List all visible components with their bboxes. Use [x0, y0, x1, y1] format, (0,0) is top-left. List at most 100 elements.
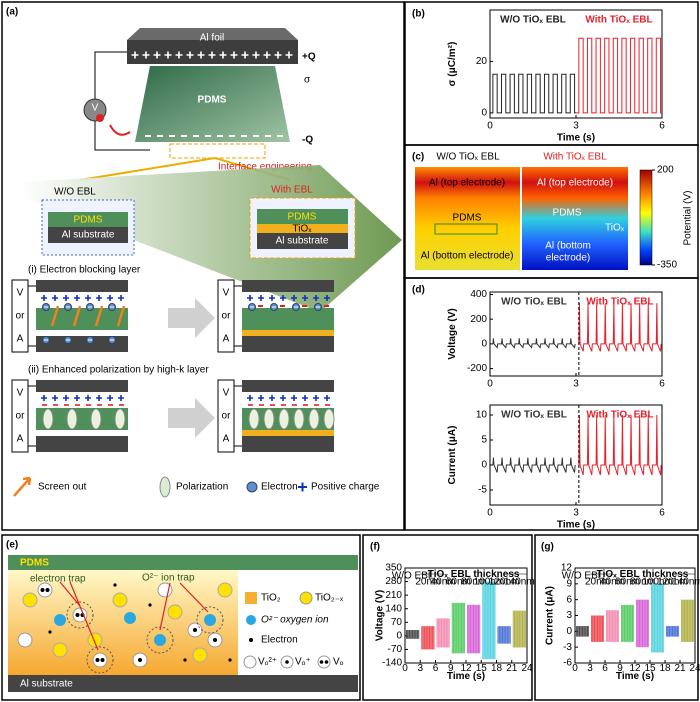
panel-a — [298, 482, 307, 492]
trap-arrow — [179, 582, 209, 613]
panel-a: σ — [304, 75, 311, 86]
tio2x-particle — [22, 592, 38, 608]
panel-a: With EBL — [271, 185, 313, 196]
group-label: 140nm — [672, 577, 700, 588]
oxygen-ion — [54, 614, 66, 626]
x-tick-label: 0 — [572, 663, 578, 674]
panel-a: PDMS — [74, 215, 103, 226]
wire — [234, 385, 242, 447]
tiox-layer — [242, 430, 334, 436]
panel-e — [249, 638, 253, 642]
positive-charge — [164, 51, 172, 59]
y-tick-label: 280 — [385, 576, 402, 587]
positive-charge — [41, 395, 47, 401]
panel-e — [324, 660, 329, 664]
x-tick-label: 18 — [659, 663, 671, 674]
electron — [75, 613, 80, 617]
panel-a: PDMS — [288, 212, 317, 223]
x-tick-label: 3 — [573, 121, 579, 132]
group-label: 100nm — [642, 577, 673, 588]
colorbar-tick-label: 200 — [657, 165, 674, 176]
y-tick-label: -200 — [467, 363, 487, 374]
positive-charge — [197, 51, 205, 59]
x-tick-label: 6 — [659, 508, 665, 519]
positive-charge — [324, 295, 330, 301]
tio2x-particle — [112, 592, 128, 608]
wire — [234, 285, 242, 347]
meter-label: or — [16, 411, 26, 422]
panel-label: (f) — [370, 542, 380, 553]
positive-charge — [302, 395, 308, 401]
positive-charge — [107, 395, 113, 401]
positive-charge — [263, 51, 271, 59]
group-label: 120nm — [657, 577, 688, 588]
x-tick-label: 24 — [521, 663, 533, 674]
panel-e: TiO₂₋ₓ — [315, 593, 344, 604]
positive-charge — [247, 395, 253, 401]
signal-band — [636, 599, 649, 648]
vacancy — [157, 582, 173, 598]
panel-a: V — [92, 103, 99, 114]
signal-band — [482, 581, 496, 660]
electron — [48, 630, 52, 634]
panel-a — [159, 476, 171, 498]
positive-charge — [252, 51, 260, 59]
positive-charge — [186, 51, 194, 59]
panel-a: Screen out — [38, 482, 87, 493]
positive-charge — [247, 295, 253, 301]
trap-region — [86, 646, 114, 674]
y-tick-label: 9 — [566, 578, 572, 589]
electron — [45, 588, 50, 592]
meter — [217, 279, 235, 353]
series-label: With TiOₓ EBL — [586, 410, 653, 421]
positive-charge — [131, 51, 139, 59]
positive-charge — [219, 51, 227, 59]
x-tick-label: 0 — [402, 663, 408, 674]
x-tick-label: 0 — [487, 379, 493, 390]
signal-band — [666, 626, 679, 637]
y-tick-label: 70 — [391, 617, 403, 628]
vacancy — [17, 632, 33, 648]
panel-c — [434, 223, 498, 235]
signal-band — [621, 604, 634, 642]
screen-out-arrow — [50, 305, 60, 327]
positive-charge — [96, 395, 102, 401]
colorbar-tick-label: -350 — [657, 260, 677, 271]
x-tick-label: 3 — [573, 379, 579, 390]
meter — [217, 379, 235, 453]
positive-charge — [107, 295, 113, 301]
series-label: W/O TiOₓ EBL — [501, 410, 567, 421]
panel-c: electrode) — [546, 253, 590, 264]
trap-region — [146, 626, 174, 654]
panel-a: (a) — [6, 7, 18, 18]
top-electrode — [36, 280, 128, 292]
panel-f — [362, 534, 533, 701]
positive-charge — [74, 395, 80, 401]
x-tick-label: 6 — [433, 663, 439, 674]
panel-c: TiOₓ — [605, 223, 625, 234]
polarization — [308, 408, 320, 430]
meter-label: A — [223, 334, 230, 345]
y-tick-label: -140 — [382, 658, 402, 669]
signal-band — [576, 626, 589, 637]
group-label: 120nm — [489, 577, 520, 588]
trap-arrow — [69, 581, 99, 651]
panel-f — [362, 534, 533, 701]
panel-g — [534, 534, 699, 701]
panel-c: Al (top electrode) — [537, 178, 613, 189]
meter-label: A — [223, 434, 230, 445]
y-axis-label: Current (μA) — [447, 426, 458, 485]
signal-band — [591, 615, 604, 642]
panel-a: +Q — [302, 52, 316, 63]
signal-band — [606, 610, 619, 642]
panel-a: W/O EBL — [54, 187, 96, 198]
panel-a: Al foil — [200, 33, 224, 44]
panel-a — [1, 1, 405, 531]
signal-band — [681, 599, 694, 642]
electron — [213, 638, 217, 642]
panel-a — [48, 212, 128, 227]
panel-a: TiOₓ — [292, 224, 312, 235]
group-label: 60nm — [615, 577, 640, 588]
x-tick-label: 21 — [674, 663, 686, 674]
electron — [183, 658, 187, 662]
